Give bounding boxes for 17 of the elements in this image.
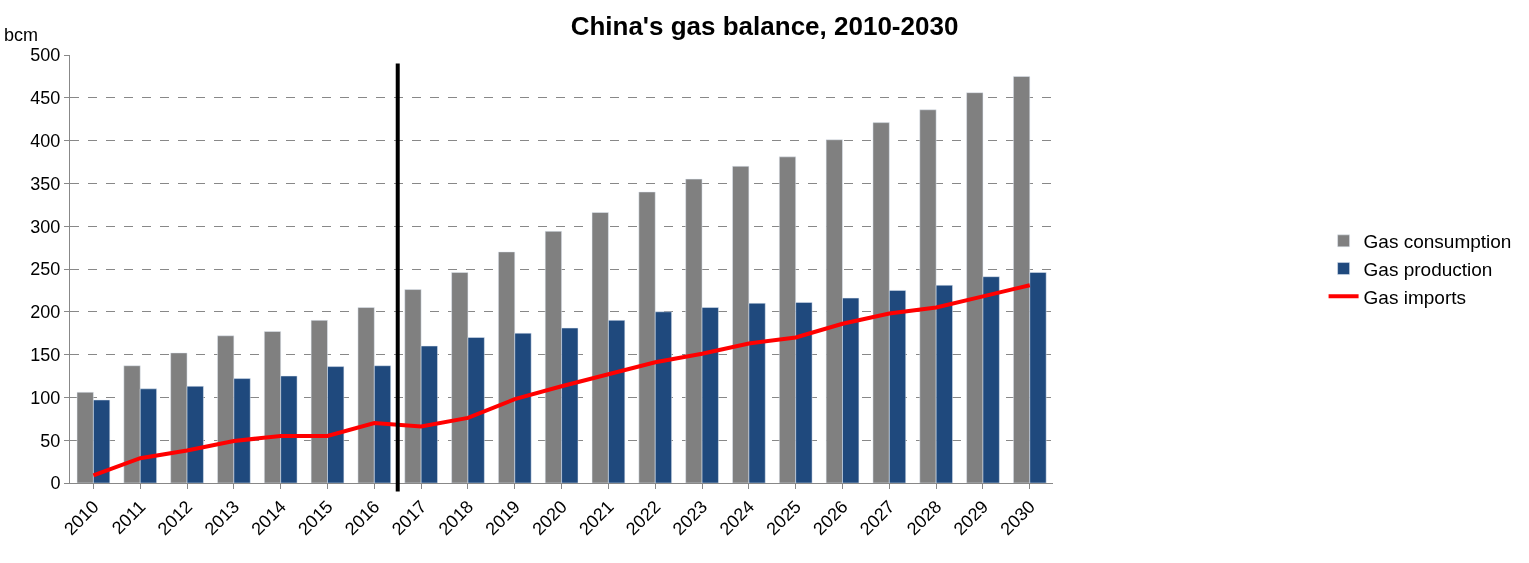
y-tick-label: 350	[30, 173, 61, 194]
y-tick-label: 300	[30, 216, 61, 237]
y-tick-label: 250	[30, 259, 61, 280]
legend-label: Gas imports	[1363, 286, 1466, 308]
y-tick-label: 150	[30, 344, 61, 365]
y-tick-label: 200	[30, 302, 61, 323]
y-tick-label: 400	[30, 130, 61, 151]
y-tick-label: 100	[30, 387, 61, 408]
y-tick-label: 50	[40, 430, 61, 451]
y-axis-title: bcm	[4, 25, 39, 45]
y-tick-label: 450	[30, 88, 61, 109]
chart-title: China's gas balance, 2010-2030	[570, 11, 959, 42]
y-tick-label: 500	[30, 45, 61, 66]
y-tick-label: 0	[50, 473, 61, 494]
line-series	[91, 283, 1032, 478]
legend-label: Gas production	[1363, 258, 1493, 280]
legend-label: Gas consumption	[1363, 231, 1512, 253]
